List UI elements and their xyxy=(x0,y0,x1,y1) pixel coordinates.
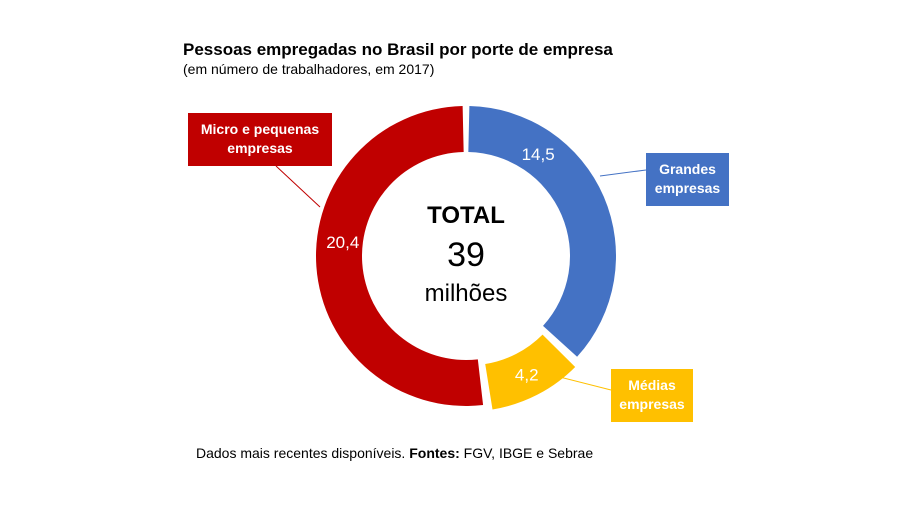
donut-slices xyxy=(316,106,617,410)
callout-label-line: Micro e pequenas xyxy=(201,121,319,137)
total-value: 39 xyxy=(447,236,485,274)
callout-box xyxy=(611,369,693,422)
chart-subtitle: (em número de trabalhadores, em 2017) xyxy=(183,61,434,77)
total-unit: milhões xyxy=(425,280,508,307)
slice-value-labels: 14,5 4,2 20,4 xyxy=(326,145,554,384)
chart-title: Pessoas empregadas no Brasil por porte d… xyxy=(183,40,613,59)
slice-value-micro-e-pequenas-empresas: 20,4 xyxy=(326,233,359,252)
footer-sources-label: Fontes: xyxy=(409,445,460,461)
callout-box xyxy=(188,113,332,166)
leader-line-medias-empresas xyxy=(539,371,612,391)
footer-note: Dados mais recentes disponíveis. Fontes:… xyxy=(196,445,593,461)
leader-line-micro-e-pequenas-empresas xyxy=(275,165,321,208)
callout-label-line: Médias xyxy=(628,377,676,393)
slice-grandes-empresas xyxy=(468,106,617,357)
slice-medias-empresas xyxy=(485,334,576,410)
total-label: TOTAL xyxy=(427,202,505,229)
leader-line-grandes-empresas xyxy=(599,169,647,177)
slice-value-medias-empresas: 4,2 xyxy=(515,365,539,384)
callout-label-line: empresas xyxy=(227,140,293,156)
callout-medias-empresas: Médias empresas xyxy=(611,369,693,422)
callout-leaders xyxy=(275,165,647,391)
callout-label-line: Grandes xyxy=(659,161,716,177)
callout-box xyxy=(646,153,729,206)
callout-label-line: empresas xyxy=(655,180,721,196)
callout-micro-e-pequenas-empresas: Micro e pequenas empresas xyxy=(188,113,332,166)
callout-grandes-empresas: Grandes empresas xyxy=(646,153,729,206)
footer-sources: FGV, IBGE e Sebrae xyxy=(459,445,594,461)
callout-label-line: empresas xyxy=(619,396,685,412)
slice-value-grandes-empresas: 14,5 xyxy=(522,145,555,164)
slice-micro-e-pequenas-empresas xyxy=(316,106,484,406)
footer-text: Dados mais recentes disponíveis. xyxy=(196,445,410,461)
